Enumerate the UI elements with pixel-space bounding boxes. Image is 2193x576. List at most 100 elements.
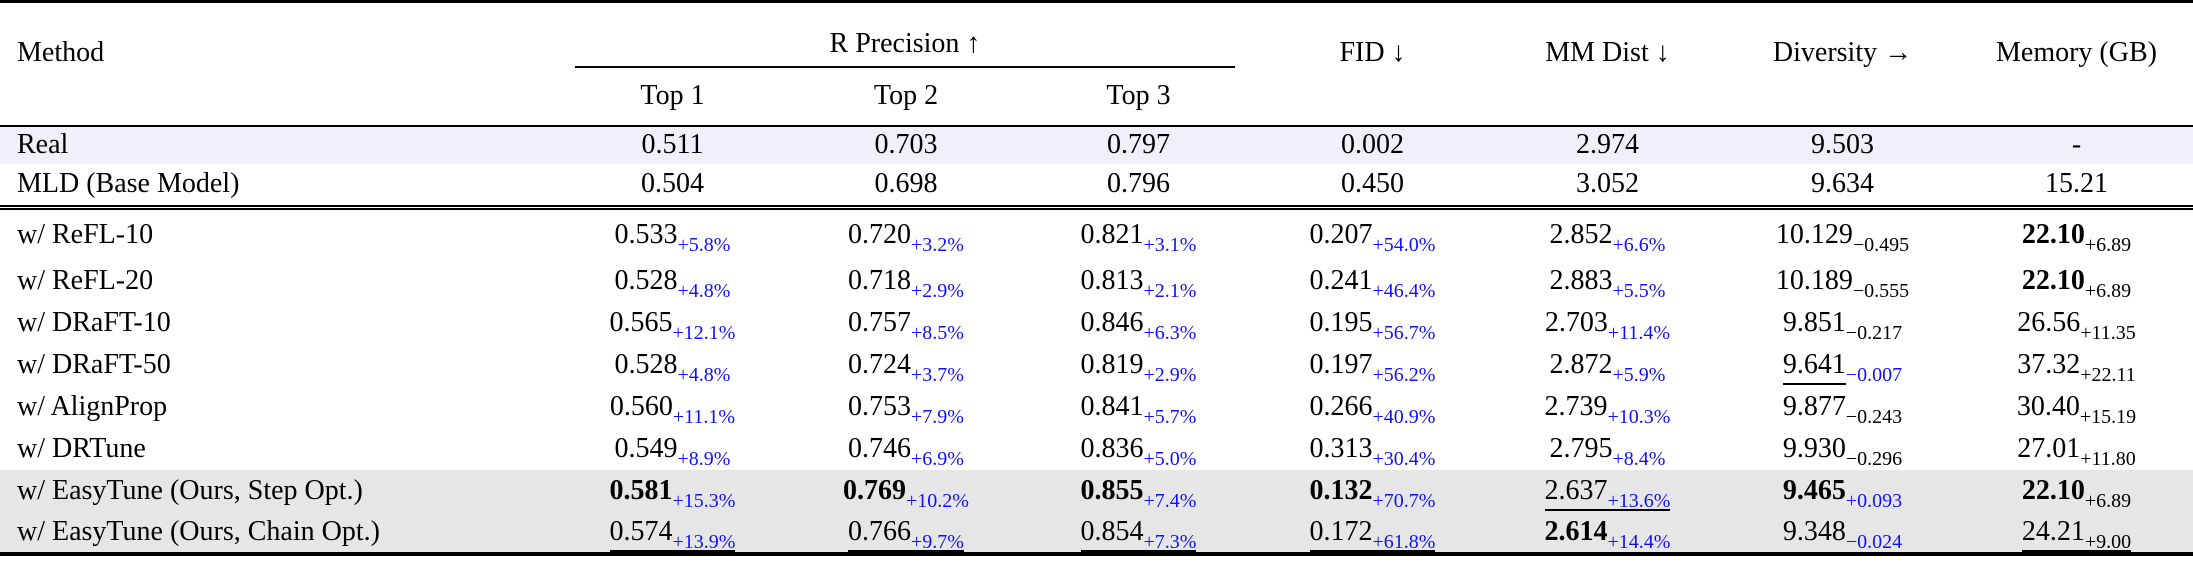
value-cell: 0.195+56.7% bbox=[1255, 302, 1490, 344]
metric-delta: +9.7% bbox=[911, 530, 964, 553]
table-row: w/ DRaFT-50 0.528+4.8% 0.724+3.7% 0.819+2.9… bbox=[0, 344, 2193, 386]
method-cell: w/ DRTune bbox=[17, 432, 146, 464]
metric-delta: −0.024 bbox=[1845, 530, 1903, 553]
header-diversity: Diversity → bbox=[1772, 37, 1913, 68]
metric-delta: +2.9% bbox=[911, 279, 964, 302]
value-group: 0.207+54.0% bbox=[1310, 219, 1436, 256]
value-cell: 0.504 bbox=[641, 168, 704, 200]
metric-value: 22.10 bbox=[2021, 264, 2085, 296]
value-group: 22.10+6.89 bbox=[2021, 474, 2131, 512]
metric-delta: +11.4% bbox=[1607, 321, 1671, 344]
value-group: 2.883+5.5% bbox=[1549, 264, 1666, 302]
value-cell: 0.207+54.0% bbox=[1255, 205, 1490, 260]
value-cell: 2.637+13.6% bbox=[1490, 469, 1725, 512]
metric-value: 0.836 bbox=[1080, 432, 1144, 464]
metric-value: 10.189 bbox=[1775, 264, 1853, 296]
value-cell: 0.528+4.8% bbox=[555, 344, 790, 386]
method-cell: MLD (Base Model) bbox=[17, 168, 240, 200]
metric-value: 9.877 bbox=[1782, 390, 1846, 422]
value-cell: 0.574+13.9% bbox=[555, 511, 790, 556]
metric-delta: +10.3% bbox=[1607, 405, 1671, 428]
value-group: 26.56+11.35 bbox=[2017, 307, 2136, 344]
value-cell: 24.21+9.00 bbox=[1960, 511, 2193, 556]
metric-delta: +30.4% bbox=[1372, 447, 1436, 470]
metric-delta: +8.9% bbox=[677, 447, 731, 470]
header-mm-dist: MM Dist ↓ bbox=[1545, 37, 1670, 68]
value-cell: 0.528+4.8% bbox=[555, 260, 790, 302]
metric-value: 2.852 bbox=[1549, 218, 1613, 250]
value-group: 0.549+8.9% bbox=[615, 433, 731, 470]
metric-value: 0.819 bbox=[1080, 348, 1144, 380]
header-top2: Top 2 bbox=[873, 80, 939, 111]
metric-value: 0.581 bbox=[609, 474, 673, 506]
table-row: w/ ReFL-20 0.528+4.8% 0.718+2.9% 0.813+2.1%… bbox=[0, 260, 2193, 302]
metric-value: 2.883 bbox=[1549, 264, 1613, 296]
metric-value: 0.574 bbox=[609, 515, 673, 547]
metric-delta: +5.7% bbox=[1143, 405, 1197, 428]
header-r-precision: R Precision ↑ bbox=[575, 28, 1235, 68]
value-cell: 9.503 bbox=[1725, 124, 1960, 164]
value-cell: 2.883+5.5% bbox=[1490, 260, 1725, 302]
metric-delta: +5.0% bbox=[1143, 447, 1197, 470]
metric-delta: +6.6% bbox=[1612, 233, 1666, 256]
value-cell: 37.32+22.11 bbox=[1960, 344, 2193, 386]
value-group: 0.528+4.8% bbox=[615, 349, 731, 386]
value-group: 2.614+14.4% bbox=[1545, 516, 1671, 553]
metric-value: 0.313 bbox=[1309, 432, 1373, 464]
value-group: 0.855+7.4% bbox=[1081, 475, 1197, 512]
metric-value: 2.703 bbox=[1544, 306, 1608, 338]
value-group: 9.851−0.217 bbox=[1783, 307, 1902, 344]
value-cell: 0.753+7.9% bbox=[790, 386, 1022, 428]
value-cell: 9.641−0.007 bbox=[1725, 344, 1960, 386]
table-row: w/ DRTune 0.549+8.9% 0.746+6.9% 0.836+5.0% 0… bbox=[0, 428, 2193, 470]
method-cell: w/ ReFL-10 bbox=[0, 205, 555, 260]
metric-delta: +12.1% bbox=[672, 321, 736, 344]
table-row: w/ DRaFT-10 0.565+12.1% 0.757+8.5% 0.846+6.… bbox=[0, 302, 2193, 344]
value-cell: 9.877−0.243 bbox=[1725, 386, 1960, 428]
value-group: 37.32+22.11 bbox=[2017, 349, 2136, 386]
header-fid: FID ↓ bbox=[1339, 37, 1406, 68]
metric-delta: −0.495 bbox=[1852, 233, 1910, 256]
value-group: 22.10+6.89 bbox=[2022, 219, 2131, 256]
metric-value: 0.528 bbox=[614, 264, 678, 296]
metric-delta: +6.9% bbox=[911, 447, 964, 470]
metric-delta: +9.00 bbox=[2084, 530, 2132, 553]
value-group: 0.846+6.3% bbox=[1081, 307, 1197, 344]
value-group: 22.10+6.89 bbox=[2021, 264, 2131, 302]
value-cell: 0.841+5.7% bbox=[1022, 386, 1255, 428]
value-cell: 9.634 bbox=[1811, 168, 1874, 200]
metric-delta: +8.4% bbox=[1612, 447, 1666, 470]
table-row: w/ AlignProp 0.560+11.1% 0.753+7.9% 0.841+5… bbox=[0, 386, 2193, 428]
value-cell: - bbox=[1960, 124, 2193, 164]
metric-delta: −0.007 bbox=[1845, 363, 1903, 386]
metric-delta: +54.0% bbox=[1372, 233, 1436, 256]
value-group: 10.189−0.555 bbox=[1775, 264, 1909, 302]
value-group: 10.129−0.495 bbox=[1776, 219, 1909, 256]
value-group: 0.313+30.4% bbox=[1309, 432, 1436, 470]
value-cell: 2.703+11.4% bbox=[1490, 302, 1725, 344]
metric-value: 0.724 bbox=[848, 348, 912, 380]
value-cell: 0.796 bbox=[1107, 168, 1170, 200]
metric-delta: +56.7% bbox=[1372, 321, 1436, 344]
metric-value: 9.465 bbox=[1782, 474, 1846, 506]
value-cell: 0.549+8.9% bbox=[555, 428, 790, 470]
metric-value: 0.854 bbox=[1080, 515, 1144, 547]
value-cell: 0.846+6.3% bbox=[1022, 302, 1255, 344]
value-cell: 26.56+11.35 bbox=[1960, 302, 2193, 344]
value-cell: 0.854+7.3% bbox=[1022, 511, 1255, 556]
value-cell: 0.565+12.1% bbox=[555, 302, 790, 344]
value-cell: 0.132+70.7% bbox=[1255, 469, 1490, 512]
metric-value: 0.565 bbox=[609, 306, 673, 338]
value-cell: 3.052 bbox=[1576, 168, 1639, 200]
metric-delta: +4.8% bbox=[677, 363, 731, 386]
value-cell: 0.172+61.8% bbox=[1255, 511, 1490, 556]
metric-delta: +61.8% bbox=[1372, 530, 1436, 553]
metric-value: 0.533 bbox=[614, 218, 678, 250]
value-group: 0.565+12.1% bbox=[609, 306, 736, 344]
metric-value: 22.10 bbox=[2021, 474, 2085, 506]
metric-delta: +14.4% bbox=[1607, 530, 1671, 553]
metric-delta: +2.1% bbox=[1143, 279, 1197, 302]
value-cell: 9.465+0.093 bbox=[1725, 469, 1960, 512]
value-group: 0.720+3.2% bbox=[848, 219, 964, 256]
metric-delta: +22.11 bbox=[2080, 363, 2136, 386]
